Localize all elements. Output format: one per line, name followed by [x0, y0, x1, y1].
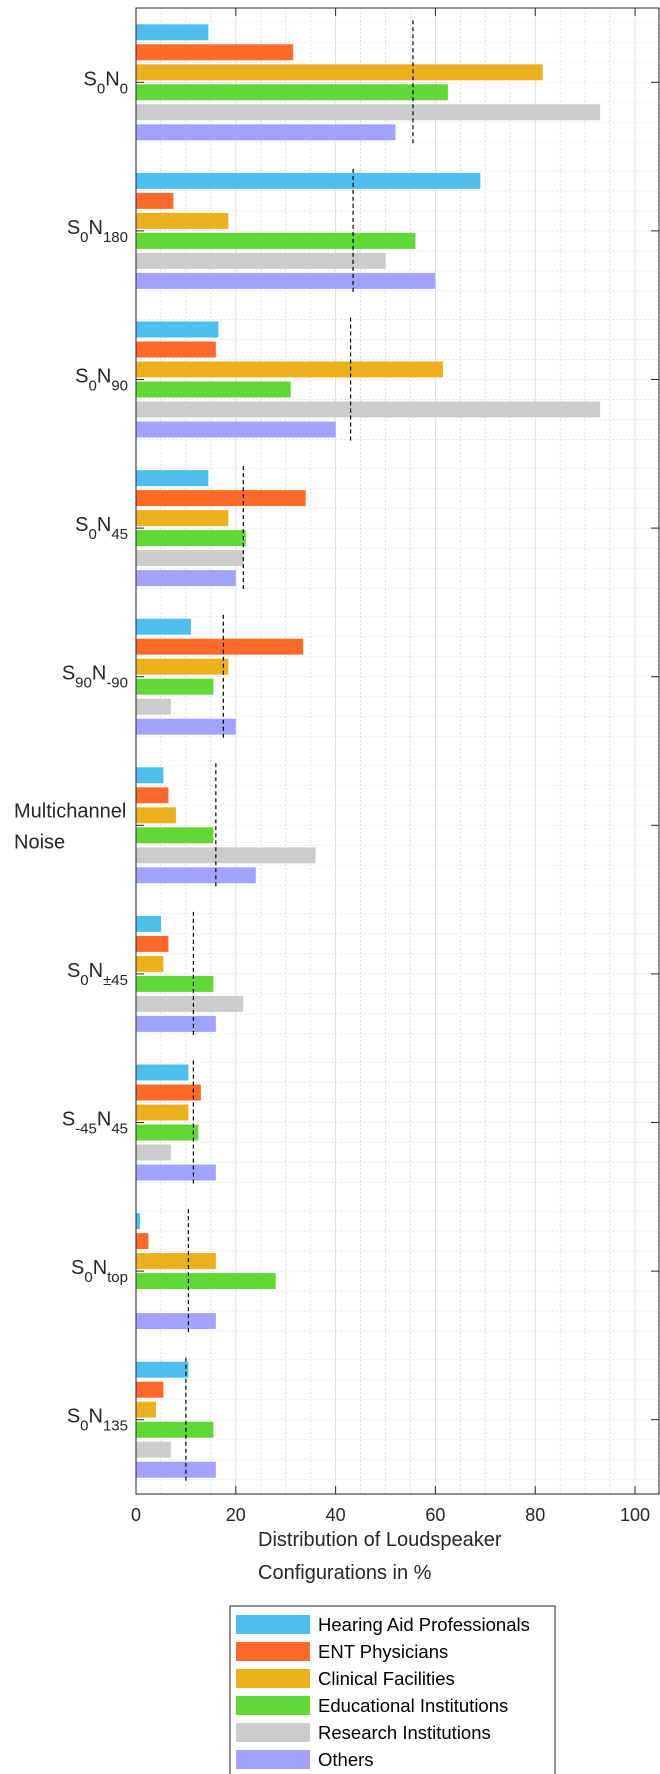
bar-others-9: [136, 1313, 216, 1330]
category-label: S0Ntop: [71, 1257, 128, 1286]
bar-others-6: [136, 867, 256, 884]
bar-clinical-facilities-2: [136, 212, 229, 229]
legend-swatch: [236, 1642, 310, 1661]
bar-ent-physicians-10: [136, 1381, 164, 1398]
bar-ent-physicians-7: [136, 935, 169, 952]
bar-clinical-facilities-10: [136, 1401, 156, 1418]
bar-hearing-aid-professionals-8: [136, 1064, 189, 1081]
x-tick-label: 60: [425, 1505, 445, 1525]
bar-research-institutions-10: [136, 1441, 171, 1458]
bar-clinical-facilities-9: [136, 1253, 216, 1270]
category-label: S0N135: [67, 1406, 128, 1435]
bar-hearing-aid-professionals-9: [136, 1213, 140, 1230]
x-tick-label: 0: [131, 1505, 141, 1525]
category-label: S0N±45: [67, 960, 128, 989]
legend-label: ENT Physicians: [318, 1641, 448, 1662]
grid-lines: [136, 8, 660, 1494]
x-tick-label: 20: [226, 1505, 246, 1525]
bar-clinical-facilities-3: [136, 361, 443, 378]
bar-research-institutions-4: [136, 550, 244, 567]
category-label: S0N180: [67, 217, 128, 246]
bar-hearing-aid-professionals-5: [136, 618, 191, 635]
bar-hearing-aid-professionals-2: [136, 172, 481, 189]
category-label: S0N90: [75, 366, 128, 395]
bar-others-4: [136, 570, 236, 587]
bar-others-2: [136, 272, 436, 289]
bar-others-10: [136, 1461, 216, 1478]
x-tick-label: 80: [525, 1505, 545, 1525]
x-tick-label: 100: [620, 1505, 650, 1525]
x-tick-label: 40: [326, 1505, 346, 1525]
category-label: S0N0: [84, 68, 128, 97]
axes: 0 20 40 60 80 100: [131, 7, 660, 1525]
axes-box: [135, 7, 660, 1495]
bar-ent-physicians-5: [136, 638, 304, 655]
legend-swatch: [236, 1723, 310, 1742]
bar-hearing-aid-professionals-4: [136, 470, 209, 487]
bar-educational-institutions-4: [136, 530, 246, 547]
bar-educational-institutions-6: [136, 827, 214, 844]
legend-label: Educational Institutions: [318, 1695, 508, 1716]
legend-label: Clinical Facilities: [318, 1668, 455, 1689]
category-label: S-45N45: [62, 1109, 128, 1138]
x-axis-title-line-2: Configurations in %: [258, 1562, 432, 1584]
legend-swatch: [236, 1750, 310, 1769]
bar-others-7: [136, 1015, 216, 1032]
bar-educational-institutions-3: [136, 381, 291, 398]
category-label: Noise: [14, 831, 65, 853]
bar-educational-institutions-9: [136, 1273, 276, 1290]
category-label: S0N45: [75, 514, 128, 543]
legend: Hearing Aid Professionals ENT Physicians C…: [229, 1605, 556, 1774]
legend-label: Research Institutions: [318, 1722, 491, 1743]
bar-research-institutions-6: [136, 847, 316, 864]
bar-ent-physicians-4: [136, 490, 306, 507]
bar-hearing-aid-professionals-7: [136, 915, 161, 932]
category-label: S90N-90: [62, 663, 128, 692]
bar-research-institutions-5: [136, 698, 171, 715]
legend-label: Others: [318, 1749, 374, 1770]
bar-ent-physicians-3: [136, 341, 216, 358]
bar-others-3: [136, 421, 336, 438]
legend-swatch: [236, 1669, 310, 1688]
bar-hearing-aid-professionals-3: [136, 321, 219, 338]
bar-others-1: [136, 124, 396, 141]
bar-ent-physicians-2: [136, 192, 174, 209]
bar-educational-institutions-1: [136, 84, 448, 101]
bar-hearing-aid-professionals-10: [136, 1361, 189, 1378]
bar-research-institutions-7: [136, 995, 244, 1012]
bar-hearing-aid-professionals-6: [136, 767, 164, 784]
bar-ent-physicians-9: [136, 1233, 149, 1250]
bar-educational-institutions-5: [136, 678, 214, 695]
bar-research-institutions-3: [136, 401, 601, 418]
category-label: Multichannel: [14, 800, 126, 822]
bar-research-institutions-1: [136, 104, 601, 121]
bar-educational-institutions-10: [136, 1421, 214, 1438]
bars: [136, 24, 601, 1478]
bar-hearing-aid-professionals-1: [136, 24, 209, 41]
x-axis-title-line-1: Distribution of Loudspeaker: [258, 1529, 502, 1551]
bar-clinical-facilities-7: [136, 955, 164, 972]
bar-others-5: [136, 718, 236, 735]
bar-ent-physicians-1: [136, 44, 294, 61]
bar-research-institutions-8: [136, 1144, 171, 1161]
bar-ent-physicians-6: [136, 787, 169, 804]
bar-clinical-facilities-1: [136, 64, 543, 81]
category-labels: S0N0 S0N180 S0N90 S0N45 S90N-90 Multichannel N…: [14, 68, 128, 1434]
legend-swatch: [236, 1696, 310, 1715]
bar-research-institutions-2: [136, 252, 386, 269]
legend-swatch: [236, 1615, 310, 1634]
x-axis-title: Distribution of Loudspeaker Configuratio…: [258, 1529, 502, 1584]
bar-educational-institutions-7: [136, 975, 214, 992]
bar-clinical-facilities-8: [136, 1104, 189, 1121]
bar-others-8: [136, 1164, 216, 1181]
bar-clinical-facilities-6: [136, 807, 176, 824]
bar-clinical-facilities-5: [136, 658, 229, 675]
bar-clinical-facilities-4: [136, 510, 229, 527]
bar-ent-physicians-8: [136, 1084, 201, 1101]
legend-label: Hearing Aid Professionals: [318, 1614, 530, 1635]
bar-educational-institutions-8: [136, 1124, 199, 1141]
bar-educational-institutions-2: [136, 232, 416, 249]
